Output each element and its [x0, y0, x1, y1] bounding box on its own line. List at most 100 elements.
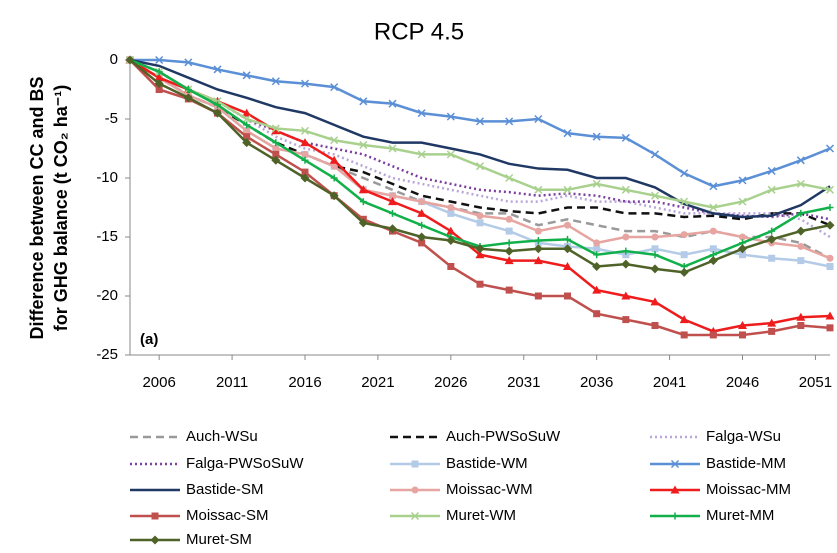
marker	[271, 124, 280, 133]
series-line	[129, 58, 831, 260]
marker	[796, 312, 806, 321]
marker	[768, 327, 776, 335]
marker	[476, 212, 484, 220]
marker	[825, 185, 835, 194]
marker	[767, 185, 776, 194]
legend-item: Muret-MM	[650, 507, 774, 524]
marker	[534, 237, 542, 245]
marker	[151, 512, 159, 520]
legend-label: Bastide-MM	[706, 455, 786, 472]
marker	[301, 156, 309, 164]
marker	[213, 108, 222, 118]
marker	[301, 150, 309, 158]
y-axis-title: Difference between CC and BS for GHG bal…	[27, 76, 71, 339]
marker	[592, 285, 602, 294]
marker	[329, 155, 339, 164]
marker	[709, 245, 717, 253]
marker	[622, 233, 630, 241]
series-line	[129, 58, 831, 209]
marker	[739, 331, 746, 339]
series-line	[129, 58, 831, 239]
marker	[563, 244, 572, 254]
marker	[154, 79, 164, 89]
marker	[359, 198, 367, 206]
marker	[418, 198, 426, 206]
marker	[670, 485, 680, 494]
marker	[155, 68, 163, 76]
marker	[359, 140, 368, 149]
marker	[476, 219, 484, 227]
x-tick-label: 2036	[580, 374, 613, 391]
marker	[504, 256, 514, 265]
marker	[796, 179, 805, 188]
x-tick-label: 2016	[288, 374, 321, 391]
marker	[388, 224, 397, 234]
marker	[621, 291, 631, 300]
marker	[214, 101, 221, 109]
marker	[679, 267, 689, 277]
marker	[504, 246, 514, 256]
marker	[680, 331, 688, 339]
marker	[826, 263, 834, 270]
marker	[359, 97, 368, 106]
marker	[417, 109, 426, 118]
x-tick-label: 2031	[507, 374, 540, 391]
marker	[593, 245, 601, 253]
marker	[622, 316, 630, 324]
marker	[125, 55, 135, 65]
marker	[329, 191, 339, 201]
legend-label: Auch-WSu	[186, 428, 258, 445]
marker	[739, 251, 746, 259]
marker	[272, 139, 280, 147]
legend-item: Falga-PWSoSuW	[130, 455, 304, 472]
marker	[738, 321, 747, 329]
marker	[418, 239, 426, 247]
marker	[417, 150, 426, 159]
legend-label: Falga-WSu	[706, 428, 781, 445]
marker	[388, 197, 397, 206]
marker	[651, 322, 659, 329]
legend-item: Moissac-SM	[130, 507, 269, 524]
marker	[534, 114, 543, 124]
marker	[446, 226, 456, 235]
marker	[300, 79, 310, 88]
marker	[592, 132, 601, 141]
marker	[447, 209, 455, 217]
marker	[709, 182, 718, 191]
marker	[564, 292, 571, 300]
legend-item: Auch-WSu	[130, 428, 258, 445]
legend-label: Moissac-MM	[706, 481, 791, 498]
marker	[447, 263, 455, 270]
marker	[796, 156, 805, 165]
marker	[621, 185, 630, 194]
marker	[797, 257, 805, 265]
marker	[505, 117, 514, 126]
legend-label: Moissac-WM	[446, 481, 533, 498]
marker	[592, 262, 602, 271]
legend-item: Moissac-WM	[390, 481, 533, 498]
marker	[505, 239, 513, 247]
marker	[475, 162, 485, 171]
marker	[709, 203, 718, 212]
marker	[242, 114, 251, 124]
marker	[446, 150, 455, 159]
marker	[475, 250, 485, 259]
legend-item: Falga-WSu	[650, 428, 781, 445]
marker	[825, 311, 835, 320]
marker	[534, 292, 542, 300]
marker	[411, 460, 419, 468]
marker	[593, 239, 601, 247]
y-tick-label: 0	[110, 51, 118, 68]
marker	[593, 251, 601, 259]
marker	[505, 227, 513, 235]
marker	[388, 99, 397, 108]
marker	[411, 486, 419, 494]
marker	[797, 242, 805, 250]
marker	[651, 245, 659, 253]
marker	[768, 227, 776, 235]
marker	[301, 168, 309, 176]
marker	[739, 233, 746, 241]
marker	[563, 262, 572, 270]
legend-label: Muret-WM	[446, 507, 516, 524]
legend-item: Moissac-MM	[650, 481, 791, 498]
